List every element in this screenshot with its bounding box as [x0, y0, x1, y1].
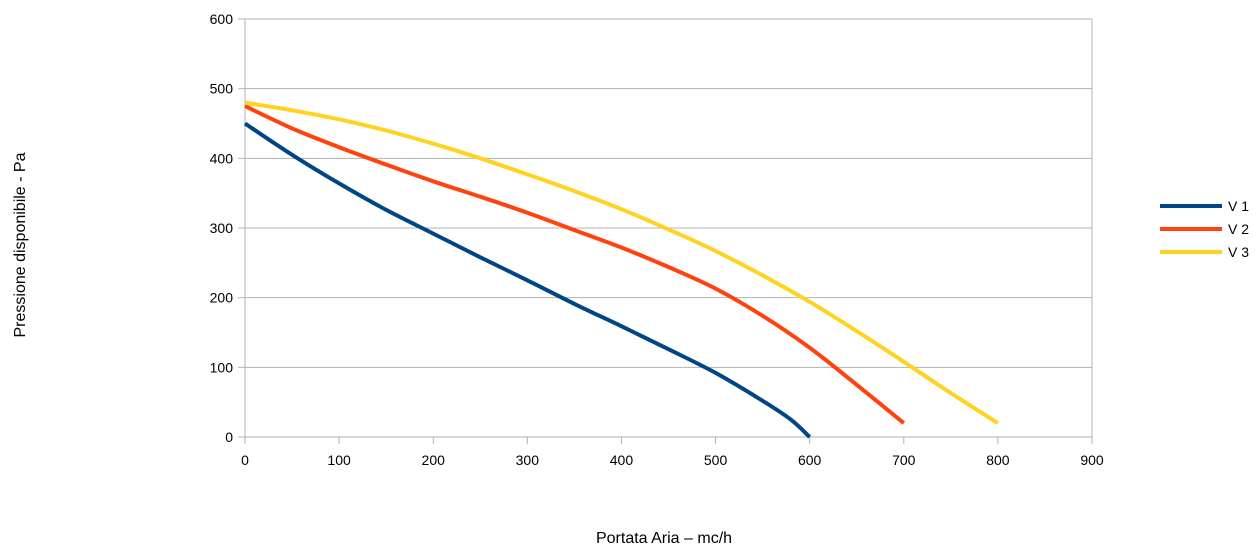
- series-lines: [243, 100, 999, 439]
- series-line-1: [243, 121, 812, 439]
- x-tick-label: 200: [422, 452, 446, 468]
- legend: V 1 V 2 V 3: [1160, 198, 1249, 260]
- x-tick-label: 400: [610, 452, 634, 468]
- y-tick-label: 100: [210, 359, 234, 375]
- x-tick-label: 800: [986, 452, 1010, 468]
- x-tick-label: 700: [892, 452, 916, 468]
- legend-label-3: V 3: [1228, 244, 1249, 260]
- y-tick-label: 600: [210, 11, 234, 27]
- x-tick-label: 300: [516, 452, 540, 468]
- x-tick-label: 600: [798, 452, 822, 468]
- y-axis-ticks: 0 100 200 300 400 500 600: [210, 11, 245, 445]
- x-tick-label: 0: [241, 452, 249, 468]
- series-line-3: [244, 100, 999, 425]
- x-tick-label: 500: [704, 452, 728, 468]
- grid-lines: [244, 18, 1093, 438]
- y-tick-label: 500: [210, 81, 234, 97]
- x-axis-title: Portata Aria – mc/h: [596, 530, 732, 547]
- legend-label-1: V 1: [1228, 198, 1249, 214]
- y-tick-label: 0: [225, 429, 233, 445]
- x-tick-label: 100: [327, 452, 351, 468]
- y-tick-label: 400: [210, 150, 234, 166]
- legend-label-2: V 2: [1228, 221, 1249, 237]
- x-axis-ticks: 0 100 200 300 400 500 600 700 800 900: [241, 437, 1104, 468]
- y-tick-label: 200: [210, 290, 234, 306]
- y-tick-label: 300: [210, 220, 234, 236]
- x-tick-label: 900: [1080, 452, 1104, 468]
- y-axis-title: Pressione disponibile - Pa: [12, 152, 29, 337]
- series-line-2: [244, 104, 906, 425]
